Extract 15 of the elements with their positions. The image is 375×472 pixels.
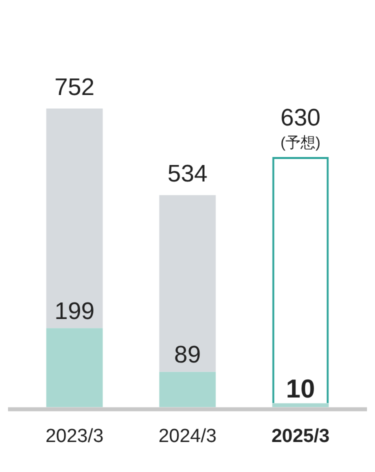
total-label: 630	[280, 104, 321, 132]
bar	[159, 195, 216, 372]
data-label: 199	[54, 298, 95, 325]
x-tick-label: 2023/3	[45, 426, 104, 447]
annotation: (予想)	[280, 134, 320, 152]
bar	[159, 372, 216, 408]
x-tick-label: 2024/3	[158, 426, 217, 447]
total-label: 534	[167, 160, 208, 188]
data-label: 89	[174, 341, 201, 368]
x-tick-label: 2025/3	[271, 426, 330, 447]
bar	[272, 403, 329, 408]
bar	[46, 328, 103, 408]
bar	[46, 108, 103, 328]
total-label: 752	[54, 74, 95, 102]
data-label: 10	[286, 373, 315, 404]
